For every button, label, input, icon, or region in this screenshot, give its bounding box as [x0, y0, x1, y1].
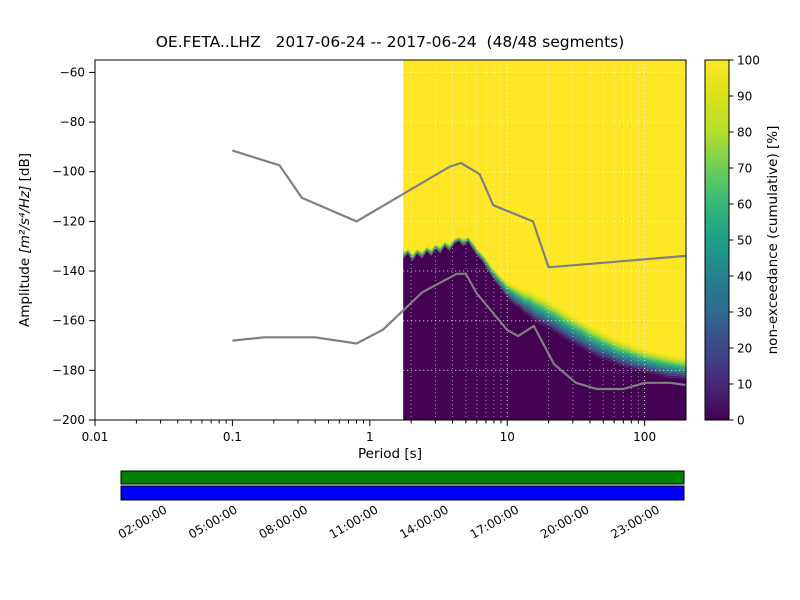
heatmap-0pct-region [403, 241, 686, 420]
time-axis-labels: 02:00:00 05:00:00 08:00:00 11:00:00 14:00:00… [116, 502, 662, 541]
time-tick-label: 08:00:00 [256, 502, 310, 541]
y-axis-label-suffix: [dB] [17, 153, 33, 186]
x-axis-label: Period [s] [358, 446, 422, 462]
y-tick-label: −100 [52, 165, 85, 179]
x-tick-label: 0.01 [82, 430, 109, 444]
colorbar-tick-label: 10 [737, 378, 752, 392]
heatmap-transition-band [403, 236, 686, 363]
y-tick-label: −180 [52, 363, 85, 377]
colorbar-tick-label: 70 [737, 162, 752, 176]
time-tick-label: 23:00:00 [608, 502, 662, 541]
colorbar-tick-label: 0 [737, 414, 745, 428]
noise-model-lines [232, 149, 686, 391]
x-tick-label: 0.1 [223, 430, 242, 444]
x-tick-label: 10 [500, 430, 515, 444]
y-tick-label: −140 [52, 264, 85, 278]
y-tick-label: −60 [60, 65, 85, 79]
y-tick-label: −120 [52, 214, 85, 228]
colorbar-tick-label: 60 [737, 198, 752, 212]
coverage-data-stripe [120, 470, 685, 485]
colorbar-tick-label: 90 [737, 90, 752, 104]
y-axis-label-prefix: Amplitude [17, 254, 33, 327]
heatmap-transition-band [403, 237, 686, 365]
colorbar-tick-label: 30 [737, 306, 752, 320]
colorbar-tick-label: 80 [737, 126, 752, 140]
y-tick-label: −160 [52, 314, 85, 328]
x-tick-label: 100 [633, 430, 656, 444]
coverage-bar [120, 470, 685, 501]
y-axis-label-units: [m²/s⁴/Hz] [17, 186, 33, 254]
svg-text:Amplitude [m²/s⁴/Hz] [dB]: Amplitude [m²/s⁴/Hz] [dB] [17, 153, 33, 327]
grid-lines [403, 60, 686, 420]
time-tick-label: 17:00:00 [468, 502, 522, 541]
coverage-time-stripe [120, 485, 685, 501]
noise-model-low-line [232, 272, 686, 391]
time-tick-label: 02:00:00 [116, 502, 170, 541]
y-tick-label: −80 [60, 115, 85, 129]
heatmap-transition-band [403, 237, 686, 367]
y-axis: −200 −180 −160 −140 −120 −100 −80 −60 [52, 65, 95, 427]
noise-model-high-line [232, 149, 686, 269]
y-tick-label: −200 [52, 413, 85, 427]
time-tick-label: 11:00:00 [327, 502, 381, 541]
colorbar-tick-label: 20 [737, 342, 752, 356]
x-tick-label: 1 [366, 430, 374, 444]
colorbar-tick-label: 40 [737, 270, 752, 284]
time-tick-label: 05:00:00 [186, 502, 240, 541]
colorbar-tick-label: 100 [737, 54, 760, 68]
ppsd-heatmap [403, 60, 686, 420]
y-axis-label: Amplitude [m²/s⁴/Hz] [dB] [17, 153, 33, 327]
colorbar [704, 59, 730, 421]
colorbar-label: non-exceedance (cumulative) [%] [765, 126, 781, 355]
colorbar-ticks: 0 10 20 30 40 50 60 70 80 90 100 [729, 54, 760, 428]
heatmap-transition-band [403, 236, 686, 361]
plot-border [94, 59, 687, 421]
x-axis: 0.01 0.1 1 10 100 [82, 420, 656, 444]
plot-title: OE.FETA..LHZ 2017-06-24 -- 2017-06-24 (4… [156, 33, 625, 51]
colorbar-tick-label: 50 [737, 234, 752, 248]
time-tick-label: 20:00:00 [538, 502, 592, 541]
time-tick-label: 14:00:00 [397, 502, 451, 541]
